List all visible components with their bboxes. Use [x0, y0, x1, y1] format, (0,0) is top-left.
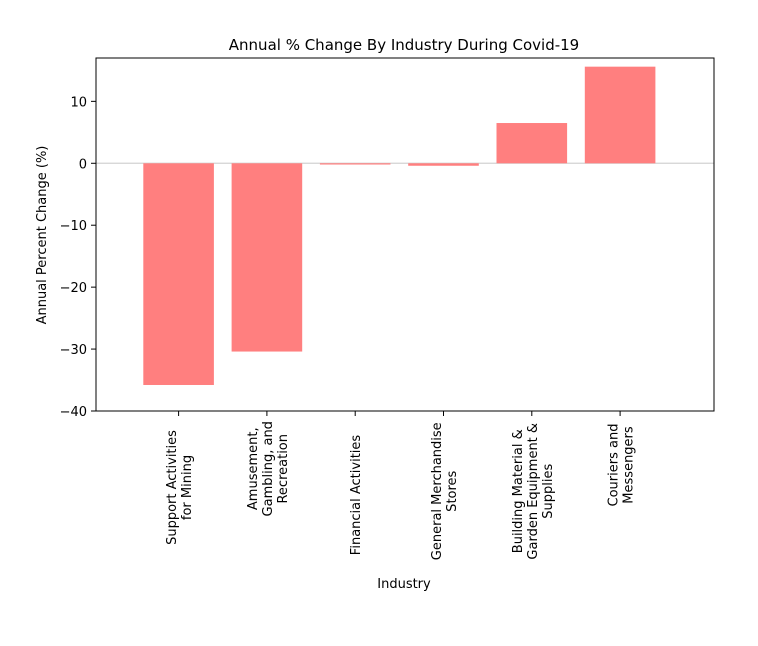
x-tick-label: Couriers andMessengers [607, 424, 637, 507]
y-tick-label: −20 [60, 281, 87, 296]
x-tick-label: Amusement,Gambling, andRecreation [246, 421, 291, 516]
y-tick-label: −10 [60, 219, 87, 234]
bar [408, 163, 479, 166]
y-tick-label: 10 [70, 95, 87, 110]
y-tick-label: −30 [60, 343, 87, 358]
y-tick-label: −40 [60, 405, 87, 420]
y-tick-label: 0 [79, 157, 87, 172]
chart-title: Annual % Change By Industry During Covid… [229, 36, 579, 54]
y-axis-label: Annual Percent Change (%) [35, 146, 50, 325]
x-axis-label: Industry [377, 577, 431, 592]
x-tick-label: Support Activitiesfor Mining [165, 430, 195, 545]
y-axis-ticks: 10 0 −10 −20 −30 −40 [60, 95, 96, 420]
bar [584, 66, 656, 164]
bar [319, 163, 391, 165]
x-axis-ticks: Support Activitiesfor Mining Amusement,Ga… [165, 411, 637, 560]
x-tick-label: Financial Activities [349, 435, 364, 556]
bar [496, 123, 568, 164]
x-tick-label: General MerchandiseStores [430, 422, 460, 560]
axes-frame [95, 57, 715, 412]
bar [143, 163, 214, 385]
x-tick-label: Building Material &Garden Equipment &Sup… [511, 423, 556, 560]
plot-area [95, 57, 715, 412]
bar [231, 163, 303, 352]
